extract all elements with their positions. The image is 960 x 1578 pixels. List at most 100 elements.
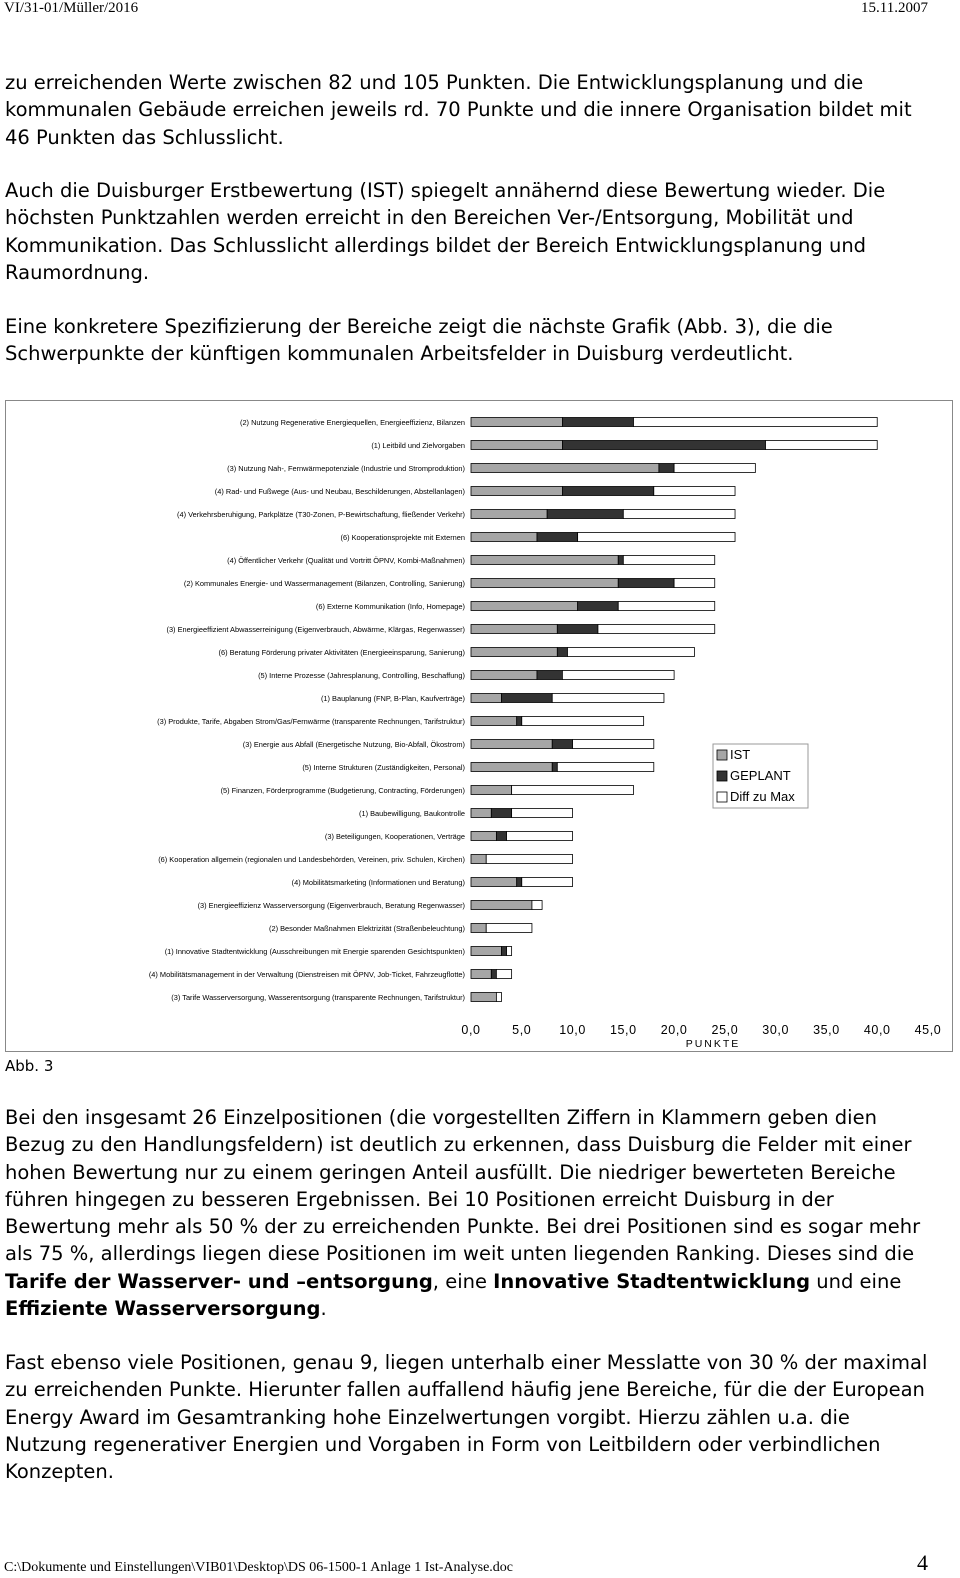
paragraph: Fast ebenso viele Positionen, genau 9, l… xyxy=(5,1349,930,1485)
x-tick-label: 5,0 xyxy=(512,1023,531,1037)
text: , eine xyxy=(432,1269,494,1293)
x-tick-label: 10,0 xyxy=(559,1023,586,1037)
category-label: (3) Energieeffizient Abwasserreinigung (… xyxy=(166,625,465,634)
bold-text: Effiziente Wasserversorgung xyxy=(5,1297,321,1321)
bar-segment xyxy=(506,831,573,841)
bar-segment xyxy=(470,693,502,703)
bar-segment xyxy=(495,969,513,979)
category-label: (2) Besonder Maßnahmen Elektrizität (Str… xyxy=(269,924,465,933)
bar-segment xyxy=(531,900,543,910)
bar-segment xyxy=(470,670,538,680)
bar-segment xyxy=(470,831,497,841)
bar-segment xyxy=(673,578,716,588)
bar-segment xyxy=(490,808,513,818)
bar-segment xyxy=(470,969,492,979)
bar-segment xyxy=(501,693,553,703)
bar-segment xyxy=(470,739,553,749)
bar-segment xyxy=(470,624,558,634)
category-label: (4) Mobilitätsmanagement in der Verwaltu… xyxy=(149,970,465,979)
bar-segment xyxy=(490,969,497,979)
bar-segment xyxy=(495,992,502,1002)
legend-label: IST xyxy=(730,747,750,762)
bar-segment xyxy=(562,486,655,496)
bar-segment xyxy=(470,647,558,657)
bar-segment xyxy=(572,739,655,749)
bar-segment xyxy=(521,877,573,887)
bar-segment xyxy=(622,555,716,565)
bar-segment xyxy=(470,578,619,588)
bold-text: Innovative Stadtentwicklung xyxy=(493,1269,811,1293)
bar-segment xyxy=(470,992,497,1002)
paragraph: Auch die Duisburger Erstbewertung (IST) … xyxy=(5,179,886,284)
bar-segment xyxy=(658,463,675,473)
category-label: (6) Beratung Förderung privater Aktivitä… xyxy=(219,648,466,657)
bar-segment xyxy=(470,601,579,611)
bar-segment xyxy=(536,670,563,680)
chart-frame xyxy=(5,400,953,1052)
bar-segment xyxy=(597,624,716,634)
bar-segment xyxy=(470,923,487,933)
bar-segment xyxy=(485,854,573,864)
paragraph: zu erreichenden Werte zwischen 82 und 10… xyxy=(5,71,912,149)
category-label: (3) Produkte, Tarife, Abgaben Strom/Gas/… xyxy=(157,717,465,726)
text: . xyxy=(320,1297,327,1321)
category-label: (4) Rad- und Fußwege (Aus- und Neubau, B… xyxy=(215,487,465,496)
bar-segment xyxy=(562,417,634,427)
text: Bei den insgesamt 26 Einzelpositionen (d… xyxy=(5,1106,921,1266)
bar-segment xyxy=(485,923,533,933)
x-tick-label: 25,0 xyxy=(712,1023,739,1037)
category-label: (4) Verkehrsberuhigung, Parkplätze (T30-… xyxy=(177,510,465,519)
category-label: (4) Öffentlicher Verkehr (Qualität und V… xyxy=(227,556,465,565)
bar-segment xyxy=(470,854,487,864)
category-label: (5) Finanzen, Förderprogramme (Budgetier… xyxy=(221,786,465,795)
bar-segment xyxy=(562,440,766,450)
bar-segment xyxy=(470,877,518,887)
category-label: (3) Nutzung Nah-, Fernwärmepotenziale (I… xyxy=(227,464,465,473)
x-tick-label: 40,0 xyxy=(864,1023,891,1037)
category-label: (4) Mobilitätsmarketing (Informationen u… xyxy=(292,878,465,887)
header-left: VI/31-01/Müller/2016 xyxy=(4,0,139,16)
category-label: (1) Bauplanung (FNP, B-Plan, Kaufverträg… xyxy=(321,694,465,703)
bar-segment xyxy=(556,624,599,634)
category-label: (1) Innovative Stadtentwicklung (Ausschr… xyxy=(165,947,465,956)
bar-segment xyxy=(577,532,736,542)
category-label: (1) Leitbild und Zielvorgaben xyxy=(371,441,465,450)
bar-segment xyxy=(536,532,579,542)
bar-segment xyxy=(501,946,507,956)
footer-path: C:\Dokumente und Einstellungen\VIB01\Des… xyxy=(4,1560,513,1575)
bar-segment xyxy=(470,463,660,473)
bar-segment xyxy=(470,946,502,956)
x-axis-label: PUNKTE xyxy=(686,1038,741,1050)
paragraph: Bei den insgesamt 26 Einzelpositionen (d… xyxy=(5,1104,930,1322)
bar-segment xyxy=(551,693,665,703)
bar-segment xyxy=(546,509,624,519)
bar-segment xyxy=(470,440,563,450)
bar-segment xyxy=(470,417,563,427)
bar-segment xyxy=(617,601,716,611)
bar-segment xyxy=(470,486,563,496)
bar-segment xyxy=(470,532,538,542)
bar-segment xyxy=(495,831,507,841)
bar-segment xyxy=(617,578,675,588)
bar-segment xyxy=(521,716,645,726)
bar-segment xyxy=(470,762,553,772)
bar-segment xyxy=(617,555,624,565)
bar-segment xyxy=(577,601,619,611)
legend-label: Diff zu Max xyxy=(730,789,795,804)
bold-text: Tarife der Wasserver- und –entsorgung xyxy=(5,1269,433,1293)
bar-segment xyxy=(765,440,878,450)
bar-segment xyxy=(511,808,573,818)
bar-segment xyxy=(516,716,523,726)
category-label: (1) Baubewilligung, Baukontrolle xyxy=(359,809,465,818)
category-label: (2) Kommunales Energie- und Wassermanage… xyxy=(184,579,465,588)
bar-segment xyxy=(622,509,736,519)
bar-segment xyxy=(511,785,634,795)
bar-segment xyxy=(470,808,492,818)
caption: Abb. 3 xyxy=(5,1057,54,1075)
category-label: (5) Interne Prozesse (Jahresplanung, Con… xyxy=(258,671,465,680)
bar-segment xyxy=(556,647,568,657)
header-right: 15.11.2007 xyxy=(861,0,928,16)
category-label: (6) Externe Kommunikation (Info, Homepag… xyxy=(316,602,465,611)
bar-segment xyxy=(673,463,756,473)
